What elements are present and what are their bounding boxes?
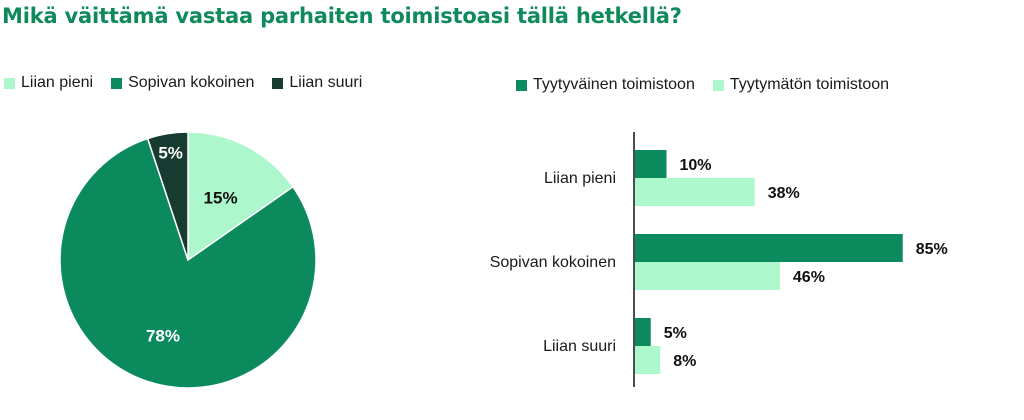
pie-legend: Liian pieni Sopivan kokoinen Liian suuri xyxy=(4,74,380,92)
legend-swatch xyxy=(516,79,527,91)
legend-item-tyytymätön-toimistoon: Tyytymätön toimistoon xyxy=(712,76,890,94)
bar-value-label: 38% xyxy=(768,185,800,202)
legend-label: Tyytymätön toimistoon xyxy=(729,76,890,93)
chart-title: Mikä väittämä vastaa parhaiten toimistoa… xyxy=(2,4,682,28)
legend-item-tyytyväinen-toimistoon: Tyytyväinen toimistoon xyxy=(516,76,695,94)
pie-slice-liian-suuri xyxy=(146,131,189,261)
pie-value-label: 15% xyxy=(204,189,238,208)
category-label: Liian pieni xyxy=(544,170,616,187)
legend-label: Liian suuri xyxy=(289,74,363,91)
legend-item-sopivan-kokoinen: Sopivan kokoinen xyxy=(111,74,254,92)
bar-value-label: 46% xyxy=(793,269,825,286)
bar-value-label: 5% xyxy=(664,325,687,342)
category-label: Liian suuri xyxy=(543,338,616,355)
category-label: Sopivan kokoinen xyxy=(490,254,616,271)
bar-tyytymätön-toimistoon-liian-pieni xyxy=(635,178,755,206)
pie-value-label: 5% xyxy=(158,144,183,163)
pie-slice-sopivan-kokoinen xyxy=(59,137,317,389)
legend-label: Tyytyväinen toimistoon xyxy=(533,76,695,93)
pie-slice-liian-pieni xyxy=(187,131,295,262)
pie-value-label: 78% xyxy=(146,326,180,345)
legend-swatch xyxy=(712,79,724,91)
bar-tyytymätön-toimistoon-liian-suuri xyxy=(635,346,661,374)
bar-tyytymätön-toimistoon-sopivan-kokoinen xyxy=(635,262,780,290)
bar-tyytyväinen-toimistoon-liian-pieni xyxy=(635,150,667,178)
bar-tyytyväinen-toimistoon-liian-suuri xyxy=(635,318,651,346)
legend-label: Liian pieni xyxy=(21,74,94,91)
legend-item-liian-suuri: Liian suuri xyxy=(272,74,362,92)
bar-value-label: 8% xyxy=(673,353,696,370)
legend-item-liian-pieni: Liian pieni xyxy=(4,74,93,92)
bar-legend: Tyytyväinen toimistoon Tyytymätön toimist… xyxy=(516,76,907,94)
legend-swatch xyxy=(272,77,284,89)
bar-tyytyväinen-toimistoon-sopivan-kokoinen xyxy=(635,234,903,262)
legend-label: Sopivan kokoinen xyxy=(128,74,255,91)
bar-value-label: 85% xyxy=(916,241,948,258)
bar-value-label: 10% xyxy=(680,157,712,174)
legend-swatch xyxy=(4,77,15,89)
legend-swatch xyxy=(111,77,123,89)
